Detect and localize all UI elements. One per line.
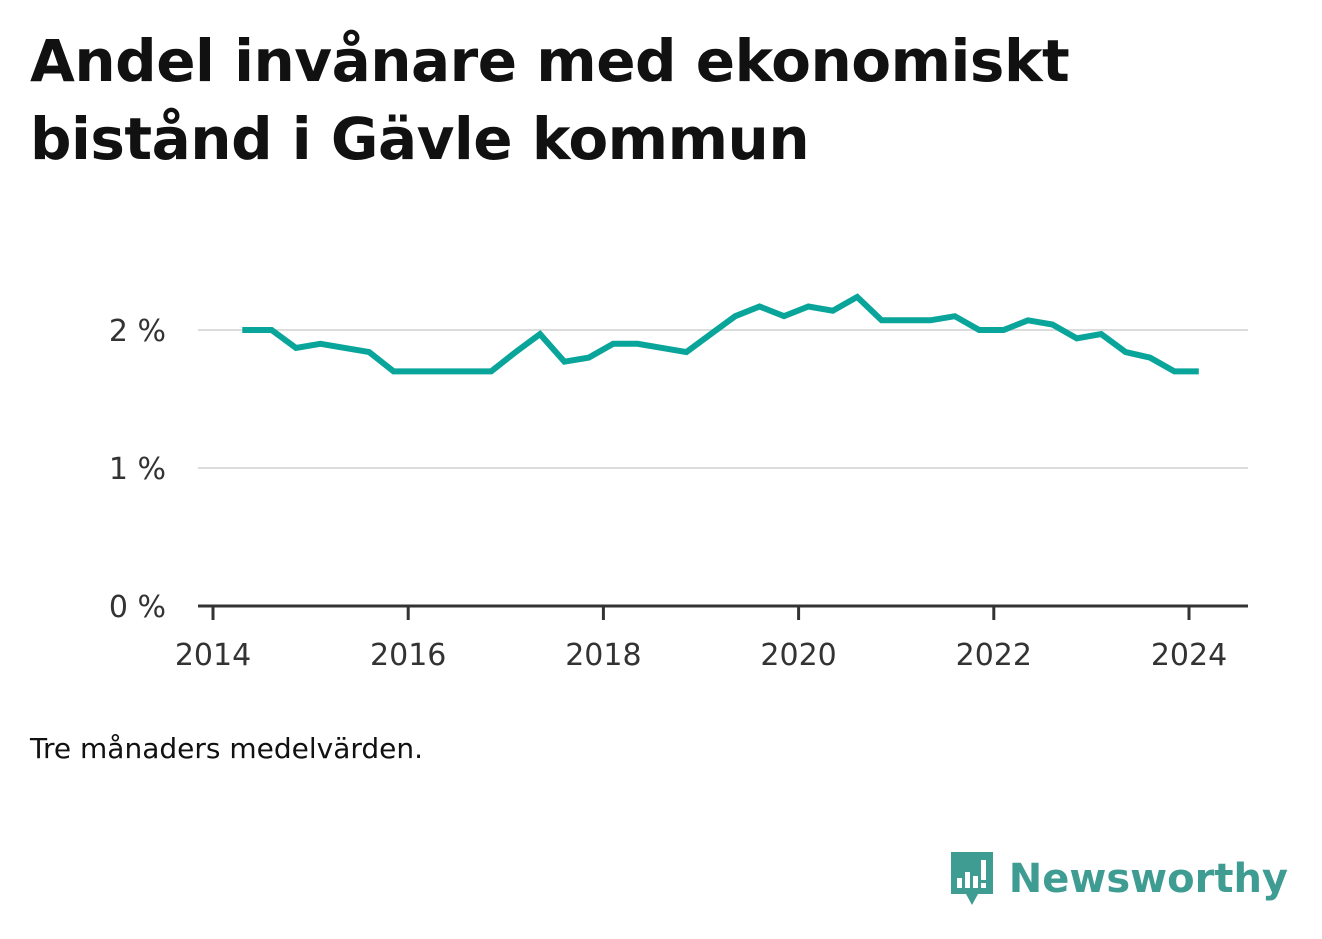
x-tick-label-4: 2022	[956, 638, 1032, 673]
series-line-0	[242, 293, 1199, 375]
x-tick-label-2: 2018	[565, 638, 641, 673]
x-tick-label-3: 2020	[760, 638, 836, 673]
x-tick-label-0: 2014	[175, 638, 251, 673]
y-axis-ticks: 0 % 1 % 2 %	[109, 314, 166, 625]
chart-note: Tre månaders medelvärden.	[30, 732, 424, 765]
chart-bubble-icon	[950, 852, 993, 905]
gridlines	[198, 329, 1248, 469]
x-tick-label-1: 2016	[370, 638, 446, 673]
chart-title: Andel invånare med ekonomiskt bistånd i …	[30, 27, 1070, 173]
brand-name: Newsworthy	[1008, 856, 1288, 902]
brand-logo: Newsworthy	[947, 848, 1288, 910]
x-tick-label-5: 2024	[1151, 638, 1227, 673]
y-tick-label-0: 0 %	[109, 590, 166, 625]
y-tick-label-1: 1 %	[109, 452, 166, 487]
series-layer	[242, 293, 1199, 375]
y-tick-label-2: 2 %	[109, 314, 166, 349]
line-chart: 0 % 1 % 2 % 2014 2016 2018 2020 2022 2024	[109, 293, 1248, 673]
x-axis: 2014 2016 2018 2020 2022 2024	[175, 604, 1248, 673]
